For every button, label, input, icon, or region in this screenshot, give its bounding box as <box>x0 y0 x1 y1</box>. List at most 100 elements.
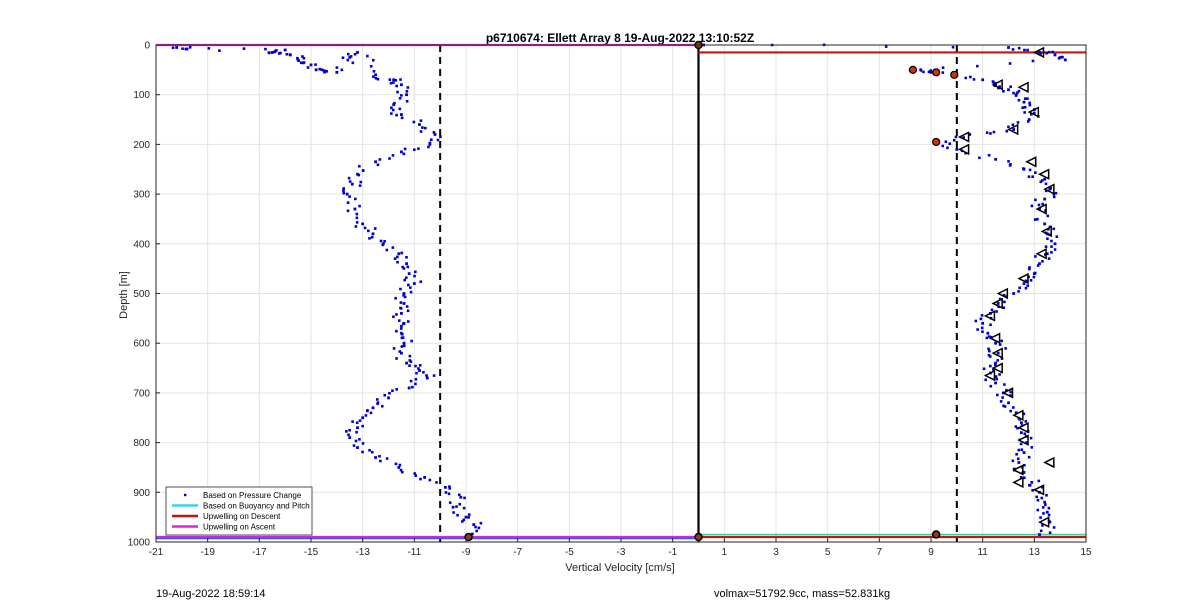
data-point <box>1055 235 1059 238</box>
data-point <box>1032 272 1036 276</box>
data-point <box>408 354 412 358</box>
data-point <box>994 361 997 365</box>
data-point <box>1034 198 1037 202</box>
data-point <box>980 314 984 317</box>
data-point <box>1057 57 1061 60</box>
data-point <box>181 47 184 50</box>
data-point <box>964 76 968 80</box>
data-point <box>955 147 959 151</box>
data-point <box>376 77 380 81</box>
data-point <box>962 136 965 139</box>
data-point <box>995 377 998 381</box>
data-point <box>405 305 409 308</box>
data-point <box>1022 476 1026 480</box>
data-point <box>347 433 350 437</box>
data-point <box>978 156 981 160</box>
triangle-marker <box>957 143 970 156</box>
data-point <box>408 364 411 367</box>
x-tick-label: 9 <box>928 547 934 558</box>
triangle-marker <box>1032 484 1045 496</box>
data-point <box>361 222 365 226</box>
x-tick-label: 13 <box>1029 547 1041 558</box>
data-point <box>1022 282 1026 285</box>
data-point <box>1043 197 1047 201</box>
data-point <box>361 442 365 445</box>
data-point <box>1029 279 1033 282</box>
data-point <box>399 287 402 291</box>
legend: Based on Pressure Change Based on Buoyanc… <box>165 486 313 536</box>
x-tick-label: -9 <box>462 547 471 558</box>
data-point <box>348 436 352 440</box>
triangle-marker <box>983 310 996 322</box>
data-point <box>394 78 398 82</box>
data-point <box>406 309 410 313</box>
data-point <box>409 286 412 289</box>
data-point <box>1046 237 1049 241</box>
data-point <box>479 521 483 525</box>
x-tick-label: 11 <box>977 547 988 558</box>
data-point <box>471 532 474 536</box>
red-marker <box>908 65 918 74</box>
data-point <box>432 374 436 377</box>
data-point <box>929 69 933 72</box>
data-point <box>288 53 292 56</box>
y-tick-label: 500 <box>133 289 150 300</box>
legend-label: Based on Buoyancy and Pitch <box>203 502 310 511</box>
data-point <box>283 48 287 52</box>
data-point <box>1014 411 1018 415</box>
data-point <box>372 70 376 73</box>
data-point <box>412 120 416 124</box>
data-point <box>455 505 458 508</box>
data-point <box>403 278 407 282</box>
legend-label: Upwelling on Ascent <box>203 523 276 532</box>
data-point <box>1007 88 1010 92</box>
data-point <box>1017 461 1021 464</box>
data-point <box>1041 260 1044 263</box>
data-point <box>1026 48 1029 52</box>
data-point <box>1039 180 1043 184</box>
data-point <box>404 276 408 280</box>
data-point <box>1004 347 1007 350</box>
data-point <box>1027 455 1031 459</box>
data-point <box>353 207 357 211</box>
data-point <box>985 131 989 134</box>
data-point <box>413 274 416 278</box>
data-point <box>1022 471 1026 474</box>
x-tick-label: -17 <box>252 547 267 558</box>
data-point <box>419 130 423 133</box>
triangle-marker <box>1012 409 1024 421</box>
data-point <box>301 55 304 58</box>
data-point <box>393 101 396 105</box>
data-point <box>1021 106 1024 109</box>
data-point <box>979 317 983 321</box>
footer-volmax-mass: volmax=51792.9cc, mass=52.831kg <box>714 588 891 600</box>
x-tick-label: -21 <box>149 547 164 558</box>
triangle-marker <box>1012 464 1024 476</box>
data-point <box>347 176 351 180</box>
data-point <box>1008 164 1012 167</box>
data-point <box>1047 506 1051 510</box>
data-point <box>1008 62 1012 65</box>
x-tick-label: -7 <box>513 547 522 558</box>
data-point <box>1002 293 1006 297</box>
data-point <box>356 446 359 449</box>
data-point <box>356 426 359 430</box>
y-tick-label: 1000 <box>128 538 151 549</box>
x-tick-label: -15 <box>304 547 319 558</box>
data-point <box>456 513 459 517</box>
data-point <box>346 52 350 56</box>
data-point <box>1044 182 1048 186</box>
data-point <box>994 157 997 161</box>
data-point <box>342 189 345 192</box>
data-point <box>1047 50 1051 54</box>
data-point <box>342 191 346 195</box>
data-point <box>987 335 991 338</box>
data-point <box>264 47 267 51</box>
x-tick-label: 1 <box>722 547 728 558</box>
data-point <box>980 326 984 330</box>
data-point <box>1017 290 1020 293</box>
data-point <box>1009 409 1012 413</box>
data-point <box>392 103 396 107</box>
triangle-marker <box>1035 203 1047 215</box>
data-point <box>398 107 402 111</box>
